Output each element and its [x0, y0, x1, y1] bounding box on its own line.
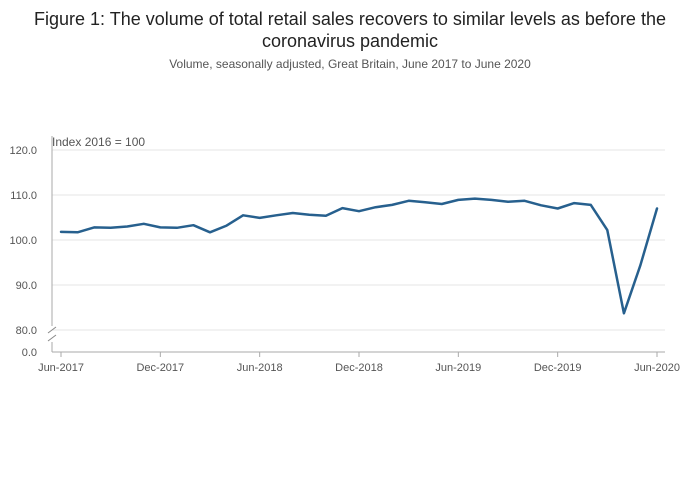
data-point[interactable]: [124, 224, 130, 230]
data-point[interactable]: [174, 225, 180, 231]
axis-break-mark: [47, 326, 57, 342]
x-tick-label-5: Dec-2019: [534, 362, 582, 374]
data-point[interactable]: [439, 201, 445, 207]
data-point[interactable]: [505, 199, 511, 205]
data-point[interactable]: [190, 222, 196, 228]
data-point[interactable]: [373, 204, 379, 210]
data-point[interactable]: [604, 227, 610, 233]
data-point[interactable]: [389, 202, 395, 208]
data-point[interactable]: [422, 199, 428, 205]
series-layer: [58, 196, 660, 316]
data-point[interactable]: [637, 262, 643, 268]
data-point[interactable]: [654, 206, 660, 212]
x-tick-label-2: Jun-2018: [237, 362, 283, 374]
data-point[interactable]: [488, 197, 494, 203]
data-point[interactable]: [207, 229, 213, 235]
y-tick-label-0: 0.0: [22, 347, 37, 359]
y-axis-title: Index 2016 = 100: [52, 135, 145, 149]
data-point[interactable]: [290, 210, 296, 216]
data-point[interactable]: [240, 212, 246, 218]
data-point[interactable]: [273, 212, 279, 218]
data-point[interactable]: [522, 198, 528, 204]
data-point[interactable]: [224, 223, 230, 229]
x-tick-label-0: Jun-2017: [38, 362, 84, 374]
data-point[interactable]: [356, 208, 362, 214]
data-point[interactable]: [323, 213, 329, 219]
data-point[interactable]: [141, 221, 147, 227]
data-point[interactable]: [621, 310, 627, 316]
x-tick-label-4: Jun-2019: [435, 362, 481, 374]
y-tick-label-3: 100.0: [9, 235, 37, 247]
x-tick-label-3: Dec-2018: [335, 362, 383, 374]
data-point[interactable]: [588, 202, 594, 208]
chart-title: Figure 1: The volume of total retail sal…: [34, 9, 666, 51]
data-point[interactable]: [472, 196, 478, 202]
data-point[interactable]: [455, 197, 461, 203]
data-point[interactable]: [555, 206, 561, 212]
data-point[interactable]: [339, 205, 345, 211]
data-point[interactable]: [406, 198, 412, 204]
data-point[interactable]: [538, 202, 544, 208]
axes: [47, 136, 658, 357]
data-point[interactable]: [108, 225, 114, 231]
data-point[interactable]: [257, 215, 263, 221]
labels: 0.0 80.0 90.0 100.0 110.0 120.0 Index 2016 = 1…: [9, 135, 679, 374]
data-point[interactable]: [306, 212, 312, 218]
data-point[interactable]: [571, 200, 577, 206]
gridlines: [52, 149, 665, 353]
data-point[interactable]: [157, 224, 163, 230]
y-tick-label-2: 90.0: [16, 280, 37, 292]
y-tick-label-1: 80.0: [16, 325, 37, 337]
data-point[interactable]: [75, 229, 81, 235]
data-point[interactable]: [91, 224, 97, 230]
x-tick-label-1: Dec-2017: [136, 362, 184, 374]
chart-subtitle: Volume, seasonally adjusted, Great Brita…: [169, 57, 531, 71]
y-tick-label-4: 110.0: [10, 190, 37, 202]
x-tick-label-6: Jun-2020: [634, 362, 680, 374]
series-line-0[interactable]: [59, 197, 659, 315]
y-tick-label-5: 120.0: [9, 145, 37, 157]
data-point[interactable]: [58, 229, 64, 235]
